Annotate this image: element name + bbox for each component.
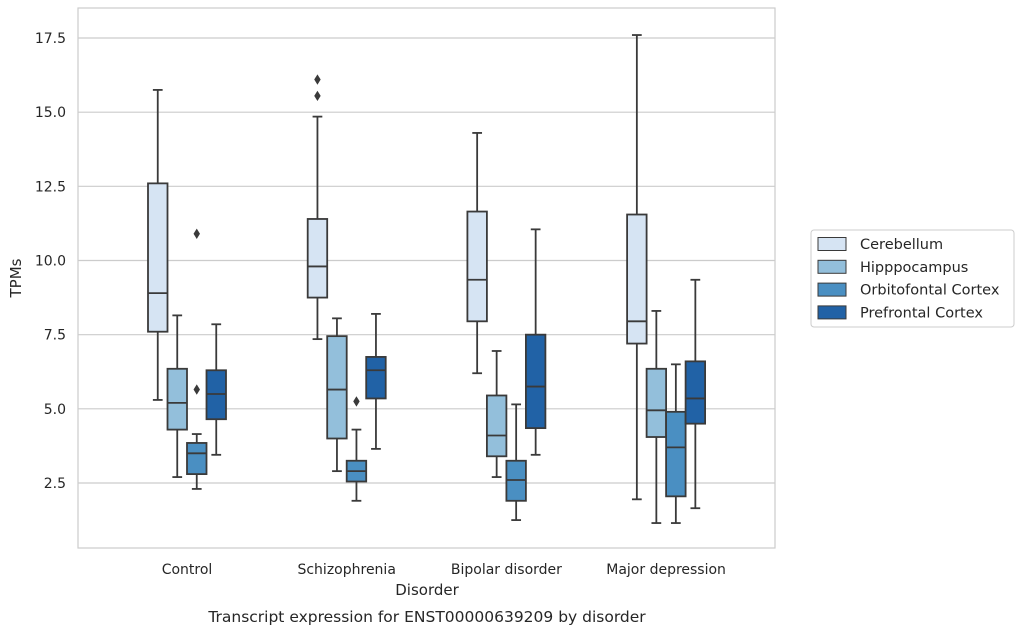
y-tick-label: 5.0 xyxy=(44,402,66,418)
legend-label: Prefrontal Cortex xyxy=(860,305,983,321)
y-tick-label: 15.0 xyxy=(35,105,66,121)
y-tick-labels: 2.5 5.0 7.5 10.0 12.5 15.0 17.5 xyxy=(35,31,66,492)
x-tick-labels: Control Schizophrenia Bipolar disorder Majo… xyxy=(162,562,726,578)
box xyxy=(147,182,169,333)
x-tick-label: Major depression xyxy=(606,562,726,578)
legend: Cerebellum Hipppocampus Orbitofontal Corte… xyxy=(810,229,1015,328)
series-orbitofontal-cortex xyxy=(186,228,687,524)
box xyxy=(665,410,687,498)
box xyxy=(525,333,547,430)
box xyxy=(186,442,208,476)
box xyxy=(306,218,329,299)
box xyxy=(626,213,648,345)
legend-swatch xyxy=(817,237,847,251)
outlier-point xyxy=(314,90,321,102)
box xyxy=(166,367,188,431)
outlier-point xyxy=(353,396,360,407)
x-tick-label: Bipolar disorder xyxy=(451,562,562,578)
y-tick-label: 2.5 xyxy=(44,476,66,492)
box xyxy=(326,335,348,440)
outlier-point xyxy=(193,384,200,395)
series-cerebellum xyxy=(147,34,648,501)
y-tick-label: 12.5 xyxy=(35,179,66,195)
legend-swatch xyxy=(817,259,847,274)
legend-label: Hipppocampus xyxy=(860,260,968,276)
x-tick-label: Schizophrenia xyxy=(297,562,395,578)
y-tick-label: 10.0 xyxy=(35,254,66,270)
box xyxy=(684,360,706,425)
y-axis-title: TPMs xyxy=(7,258,25,298)
legend-label: Orbitofontal Cortex xyxy=(860,283,1000,299)
legend-swatch xyxy=(817,305,847,320)
outlier-point xyxy=(193,228,200,239)
series-prefrontal-cortex xyxy=(205,228,706,510)
box xyxy=(365,356,387,400)
box xyxy=(485,394,508,458)
y-tick-label: 17.5 xyxy=(35,31,66,47)
chart-caption: Transcript expression for ENST0000063920… xyxy=(207,608,646,626)
legend-swatch xyxy=(817,282,847,297)
box-series xyxy=(147,34,706,524)
legend-frame xyxy=(810,229,1015,328)
y-tick-label: 7.5 xyxy=(44,328,66,344)
x-tick-label: Control xyxy=(162,562,213,578)
outlier-point xyxy=(314,74,321,85)
series-hipppocampus xyxy=(166,310,667,524)
box xyxy=(645,367,667,438)
box xyxy=(466,210,488,323)
legend-label: Cerebellum xyxy=(860,237,943,253)
x-axis-title: Disorder xyxy=(395,581,459,599)
